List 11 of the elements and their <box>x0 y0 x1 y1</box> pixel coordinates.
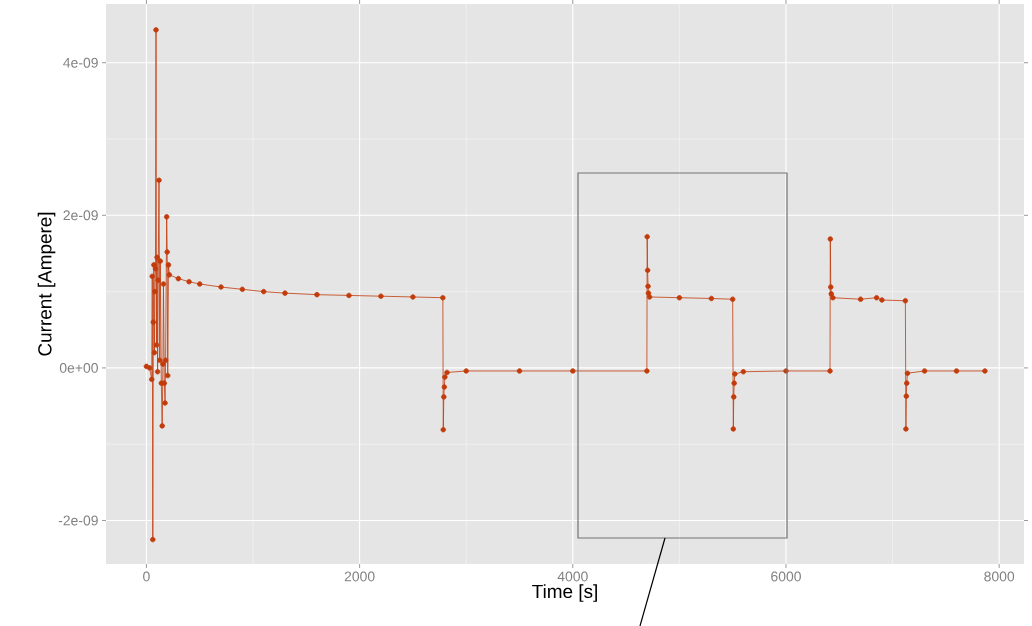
x-tick-label: 2000 <box>344 571 375 582</box>
y-tick-label: 2e-09 <box>63 210 98 221</box>
y-tick-label: 0e+00 <box>59 362 98 373</box>
x-tick-label: 0 <box>143 571 150 582</box>
y-axis-title: Current [Ampere] <box>37 212 56 356</box>
x-tick-label: 6000 <box>771 571 801 582</box>
x-axis-title: Time [s] <box>532 584 597 602</box>
x-tick-label: 4000 <box>557 571 588 582</box>
y-tick-label: 4e-09 <box>63 57 98 68</box>
y-tick-label: -2e-09 <box>58 515 98 526</box>
x-tick-label: 8000 <box>984 571 1015 582</box>
